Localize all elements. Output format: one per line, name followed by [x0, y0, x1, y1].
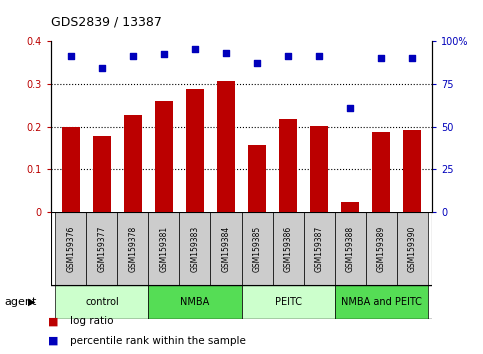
Point — [408, 55, 416, 61]
Point — [67, 53, 75, 59]
Point — [98, 65, 106, 71]
Point — [346, 105, 354, 110]
Bar — [397, 212, 427, 285]
Bar — [148, 212, 180, 285]
Point — [315, 53, 323, 59]
Bar — [217, 81, 235, 212]
Text: ■: ■ — [48, 316, 59, 326]
Bar — [124, 115, 142, 212]
Bar — [93, 136, 111, 212]
Point — [129, 53, 137, 59]
Bar — [185, 89, 204, 212]
Bar — [242, 212, 272, 285]
Text: agent: agent — [5, 297, 37, 307]
Text: GSM159377: GSM159377 — [98, 225, 106, 272]
Bar — [335, 212, 366, 285]
Text: GSM159381: GSM159381 — [159, 225, 169, 272]
Text: GSM159376: GSM159376 — [66, 225, 75, 272]
Bar — [310, 126, 328, 212]
Text: log ratio: log ratio — [70, 316, 114, 326]
Text: GSM159387: GSM159387 — [314, 225, 324, 272]
Bar — [372, 132, 390, 212]
Bar — [272, 212, 303, 285]
Bar — [242, 285, 335, 319]
Text: GSM159383: GSM159383 — [190, 225, 199, 272]
Bar — [335, 285, 427, 319]
Bar — [248, 144, 266, 212]
Bar — [148, 285, 242, 319]
Text: GSM159386: GSM159386 — [284, 225, 293, 272]
Point — [377, 55, 385, 61]
Text: GSM159390: GSM159390 — [408, 225, 417, 272]
Bar — [56, 212, 86, 285]
Point — [191, 46, 199, 52]
Bar — [155, 101, 173, 212]
Text: GDS2839 / 13387: GDS2839 / 13387 — [51, 15, 162, 28]
Text: GSM159389: GSM159389 — [377, 225, 385, 272]
Bar — [117, 212, 148, 285]
Point — [222, 50, 230, 56]
Text: ■: ■ — [48, 336, 59, 346]
Text: GSM159378: GSM159378 — [128, 225, 138, 272]
Bar — [279, 119, 298, 212]
Point — [160, 52, 168, 57]
Bar — [303, 212, 335, 285]
Bar — [366, 212, 397, 285]
Text: ▶: ▶ — [28, 297, 35, 307]
Point — [253, 60, 261, 66]
Text: GSM159384: GSM159384 — [222, 225, 230, 272]
Bar — [180, 212, 211, 285]
Bar — [86, 212, 117, 285]
Point — [284, 53, 292, 59]
Text: NMBA: NMBA — [180, 297, 210, 307]
Bar — [61, 126, 80, 212]
Bar — [403, 130, 422, 212]
Text: GSM159385: GSM159385 — [253, 225, 261, 272]
Text: NMBA and PEITC: NMBA and PEITC — [341, 297, 422, 307]
Text: percentile rank within the sample: percentile rank within the sample — [70, 336, 246, 346]
Text: GSM159388: GSM159388 — [345, 225, 355, 272]
Bar — [211, 212, 242, 285]
Text: control: control — [85, 297, 119, 307]
Text: PEITC: PEITC — [274, 297, 301, 307]
Bar — [341, 202, 359, 212]
Bar — [56, 285, 148, 319]
